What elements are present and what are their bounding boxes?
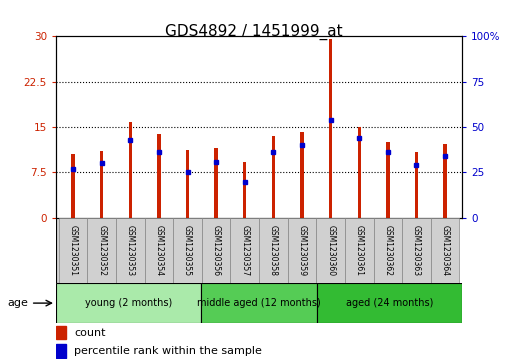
Bar — [116, 218, 145, 283]
Text: GSM1230362: GSM1230362 — [384, 225, 392, 276]
Text: aged (24 months): aged (24 months) — [346, 298, 433, 308]
Bar — [129, 122, 132, 218]
Bar — [59, 218, 87, 283]
Text: GSM1230359: GSM1230359 — [298, 225, 306, 276]
Text: GSM1230361: GSM1230361 — [355, 225, 364, 276]
Bar — [157, 134, 161, 218]
Bar — [56, 326, 66, 339]
Bar — [443, 144, 447, 218]
Text: GSM1230357: GSM1230357 — [240, 225, 249, 276]
Bar — [231, 218, 259, 283]
Bar — [201, 283, 317, 323]
Bar — [243, 162, 246, 218]
Bar — [386, 142, 390, 218]
Text: GSM1230353: GSM1230353 — [126, 225, 135, 276]
Bar — [402, 218, 431, 283]
Bar — [288, 218, 316, 283]
Text: percentile rank within the sample: percentile rank within the sample — [74, 346, 262, 356]
Bar — [71, 154, 75, 218]
Text: GSM1230356: GSM1230356 — [212, 225, 220, 276]
Bar — [345, 218, 373, 283]
Bar — [173, 218, 202, 283]
Text: GSM1230354: GSM1230354 — [154, 225, 164, 276]
Text: count: count — [74, 327, 106, 338]
Text: GSM1230360: GSM1230360 — [326, 225, 335, 276]
Bar — [145, 218, 173, 283]
Bar — [202, 218, 231, 283]
Bar — [259, 218, 288, 283]
Bar — [317, 283, 462, 323]
Bar — [316, 218, 345, 283]
Bar — [214, 148, 218, 218]
Bar — [100, 151, 104, 218]
Bar — [300, 132, 304, 218]
Bar — [329, 39, 332, 218]
Bar — [186, 150, 189, 218]
Bar — [415, 152, 418, 218]
Text: GSM1230351: GSM1230351 — [69, 225, 78, 276]
Text: age: age — [8, 298, 28, 308]
Text: GSM1230355: GSM1230355 — [183, 225, 192, 276]
Bar — [272, 136, 275, 218]
Bar — [431, 218, 459, 283]
Text: young (2 months): young (2 months) — [85, 298, 172, 308]
Text: GDS4892 / 1451999_at: GDS4892 / 1451999_at — [165, 24, 343, 40]
Text: GSM1230352: GSM1230352 — [97, 225, 106, 276]
Bar — [87, 218, 116, 283]
Text: GSM1230364: GSM1230364 — [440, 225, 450, 276]
Bar — [358, 127, 361, 218]
Text: GSM1230363: GSM1230363 — [412, 225, 421, 276]
Bar — [373, 218, 402, 283]
Text: middle aged (12 months): middle aged (12 months) — [197, 298, 321, 308]
Bar — [56, 344, 66, 358]
Text: GSM1230358: GSM1230358 — [269, 225, 278, 276]
Bar — [56, 283, 201, 323]
